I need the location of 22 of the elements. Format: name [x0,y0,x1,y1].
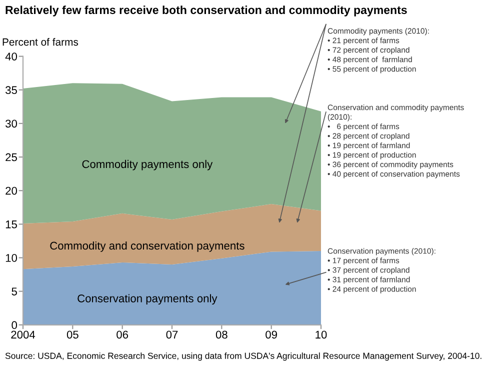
y-tick-label: 0 [12,321,18,330]
y-tick-label: 5 [12,288,17,296]
y-tick-label: 35 [6,86,17,94]
x-tick-label: 2004 [11,330,36,339]
chart-title: Relatively few farms receive both conservation and commodity payments [6,6,407,16]
series-label: Conservation payments only [78,294,218,305]
source-note: Source: USDA, Economic Research Service, using data from USDA's Agricultural Resource Management Survey, 2004-10. [5,352,482,361]
y-tick-label: 40 [5,52,18,60]
x-tick-label: 06 [116,330,128,339]
y-tick-label: 30 [6,120,18,128]
series-label: Commodity payments only [82,160,213,170]
y-tick-label: 15 [6,220,17,228]
y-tick-label: 20 [6,186,18,195]
x-tick-label: 08 [216,330,228,339]
y-tick-label: 10 [6,254,18,262]
x-tick-label: 10 [316,330,327,339]
x-tick-label: 07 [166,330,178,339]
y-tick-label: 25 [6,153,17,162]
x-tick-label: 09 [266,330,277,339]
y-axis-title: Percent of farms [2,38,78,46]
series-label: Commodity and conservation payments [50,241,244,252]
x-tick-label: 05 [66,330,78,339]
